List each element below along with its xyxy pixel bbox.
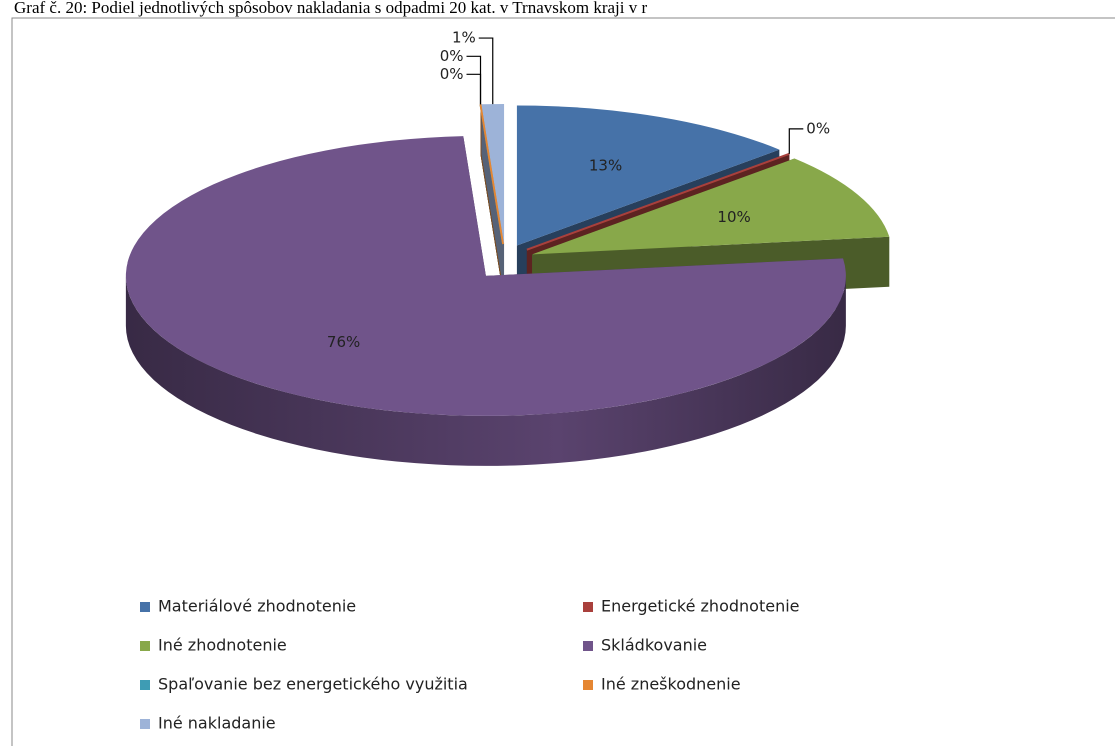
leader-line xyxy=(788,128,804,154)
data-label: 0% xyxy=(440,47,464,65)
pie-slice xyxy=(516,105,780,246)
legend-label: Iné nakladanie xyxy=(158,714,276,733)
pie-slice xyxy=(532,158,890,255)
data-label: 10% xyxy=(717,208,750,226)
data-label: 76% xyxy=(327,333,360,351)
pie-slice xyxy=(125,136,846,416)
pie-tops xyxy=(125,104,890,416)
legend-label: Spaľovanie bez energetického využitia xyxy=(158,675,468,694)
slice-cut-face xyxy=(481,104,505,295)
legend-swatch xyxy=(140,602,150,612)
pie-slice xyxy=(479,104,505,245)
legend-label: Materiálové zhodnotenie xyxy=(158,597,356,616)
legend-swatch xyxy=(583,641,593,651)
leader-line xyxy=(478,37,494,105)
legend-swatch xyxy=(583,680,593,690)
legend-label: Iné zneškodnenie xyxy=(601,675,741,694)
legend-label: Skládkovanie xyxy=(601,636,707,655)
legend-label: Energetické zhodnotenie xyxy=(601,597,800,616)
data-label: 0% xyxy=(440,65,464,83)
chart-title: Graf č. 20: Podiel jednotlivých spôsobov… xyxy=(14,0,648,17)
legend-label: Iné zhodnotenie xyxy=(158,636,287,655)
data-label: 13% xyxy=(589,156,622,174)
legend-swatch xyxy=(140,680,150,690)
slice-side xyxy=(125,275,846,466)
pie-slice xyxy=(481,104,505,245)
legend-swatch xyxy=(140,641,150,651)
data-label: 1% xyxy=(452,29,476,47)
legend-swatch xyxy=(583,602,593,612)
legend-swatch xyxy=(140,719,150,729)
leader-line xyxy=(466,55,482,105)
legend: Materiálové zhodnotenie Energetické zhodn… xyxy=(140,597,800,733)
data-label: 0% xyxy=(806,119,830,137)
